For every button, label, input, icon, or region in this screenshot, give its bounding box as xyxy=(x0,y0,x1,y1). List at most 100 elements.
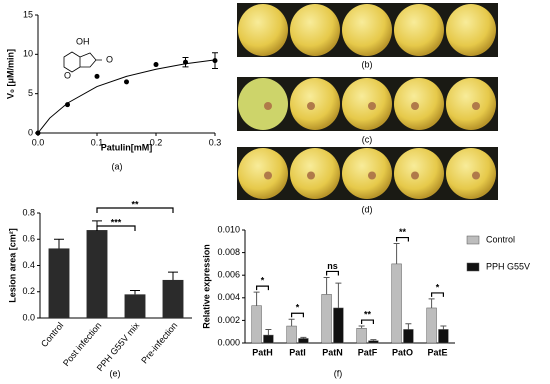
photos xyxy=(237,3,498,200)
photo-label: (d) xyxy=(362,204,373,214)
significance-bracket xyxy=(96,207,174,213)
apple xyxy=(394,4,444,56)
bar xyxy=(403,329,414,344)
point xyxy=(124,79,129,85)
apple xyxy=(342,148,392,199)
significance-label: ** xyxy=(131,199,139,209)
photo-label: (b) xyxy=(362,59,373,69)
y-tick-label: 10 xyxy=(23,49,33,59)
error-bar xyxy=(428,298,435,308)
apple xyxy=(238,4,288,56)
legend-swatch xyxy=(466,235,480,245)
atom-label: OH xyxy=(76,36,90,46)
bar xyxy=(426,307,437,344)
point xyxy=(153,62,159,68)
error-bar xyxy=(130,289,140,295)
lesion xyxy=(264,102,272,110)
legend-label: Control xyxy=(486,234,515,244)
x-axis-label: Patulin[mM] xyxy=(101,142,153,152)
y-axis-label: Lesion area [cm²] xyxy=(7,228,17,303)
apple xyxy=(394,148,444,199)
error-bar xyxy=(168,271,178,280)
bar xyxy=(251,305,262,344)
lesion xyxy=(472,171,480,180)
significance-label: * xyxy=(436,282,440,292)
apple xyxy=(446,148,496,199)
significance-bracket xyxy=(291,312,304,318)
significance-label: ** xyxy=(364,309,372,319)
error-bar xyxy=(265,328,272,336)
significance-bracket xyxy=(96,225,136,231)
bar xyxy=(286,325,297,344)
significance-bracket xyxy=(361,319,374,325)
point xyxy=(212,58,218,64)
fit-curve xyxy=(37,59,216,134)
y-tick-label: 0.004 xyxy=(217,292,240,302)
x-tick-label: Post infection xyxy=(61,320,103,368)
bar xyxy=(86,230,108,318)
y-axis-label: Relative expression xyxy=(201,244,211,329)
x-tick-label: 0.0 xyxy=(32,137,45,147)
bar xyxy=(162,279,184,318)
y-tick-label: 0.002 xyxy=(217,315,240,325)
point xyxy=(94,73,100,79)
panel-label: (a) xyxy=(112,161,123,171)
significance-bracket xyxy=(256,285,269,291)
bar xyxy=(356,328,367,344)
apple xyxy=(446,4,496,56)
bar xyxy=(263,334,274,344)
error-bar xyxy=(253,291,260,306)
apple xyxy=(342,4,392,56)
significance-label: ** xyxy=(399,227,407,237)
x-tick-label: 0.2 xyxy=(150,137,163,147)
y-tick-label: 0.4 xyxy=(22,260,35,270)
lesion xyxy=(368,102,376,110)
lesion xyxy=(472,102,480,110)
apple xyxy=(290,78,340,130)
error-bar xyxy=(405,323,412,330)
x-tick-label: 0.1 xyxy=(91,137,104,147)
x-tick-label: Pre-infection xyxy=(139,320,179,365)
atom-label: O xyxy=(106,54,113,64)
error-bar xyxy=(323,276,330,295)
error-bar xyxy=(358,325,365,329)
photo-label: (c) xyxy=(362,134,373,144)
lesion xyxy=(264,171,272,180)
structure xyxy=(63,51,102,73)
x-tick-label: PatO xyxy=(392,347,413,357)
y-tick-label: 0.010 xyxy=(217,224,240,234)
significance-bracket xyxy=(396,236,409,242)
error-bar xyxy=(393,243,400,264)
apple xyxy=(238,148,288,199)
bar xyxy=(391,263,402,344)
x-tick-label: 0.3 xyxy=(209,137,222,147)
y-tick-label: 15 xyxy=(23,9,33,19)
y-tick-label: 5 xyxy=(28,88,33,98)
y-tick-label: 0.2 xyxy=(22,286,35,296)
apple xyxy=(446,78,496,130)
y-tick-label: 0.008 xyxy=(217,247,240,257)
lesion xyxy=(307,102,315,110)
significance-label: * xyxy=(261,276,265,286)
bar xyxy=(368,340,379,344)
x-tick-label: PatF xyxy=(358,347,378,357)
lesion xyxy=(411,102,419,110)
atom-label: O xyxy=(64,70,71,80)
apple xyxy=(290,148,340,199)
lesion xyxy=(307,171,315,180)
bar xyxy=(438,329,449,344)
error-bar xyxy=(335,282,342,308)
apple xyxy=(238,78,288,130)
significance-bracket xyxy=(326,270,339,276)
y-tick-label: 0.0 xyxy=(22,312,35,322)
error-bar xyxy=(300,336,307,339)
bar xyxy=(321,294,332,344)
bar xyxy=(48,248,70,318)
error-bar xyxy=(370,339,377,341)
x-tick-label: PatN xyxy=(322,347,343,357)
x-tick-label: PatH xyxy=(252,347,273,357)
y-tick-label: 0 xyxy=(28,127,33,137)
significance-label: *** xyxy=(111,217,122,227)
panel-label: (f) xyxy=(334,368,343,378)
